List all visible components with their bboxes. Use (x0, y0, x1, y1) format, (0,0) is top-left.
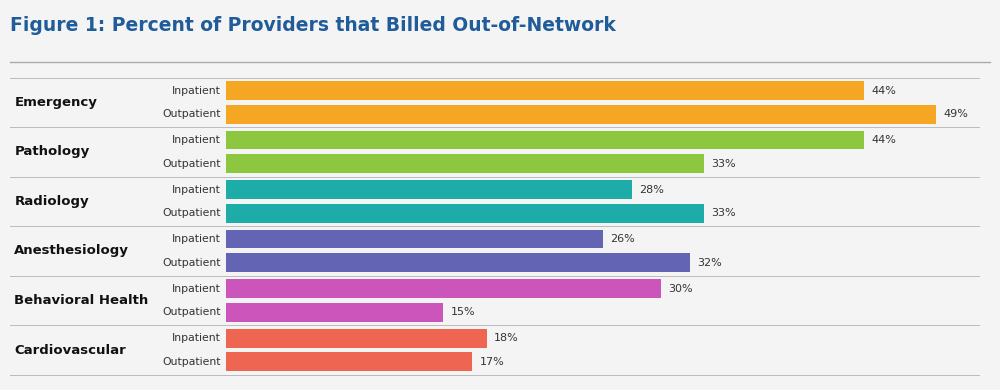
Text: Radiology: Radiology (14, 195, 89, 208)
Bar (226, 329, 487, 347)
Text: Pathology: Pathology (14, 145, 90, 158)
Text: 17%: 17% (479, 357, 504, 367)
Text: Figure 1: Percent of Providers that Billed Out-of-Network: Figure 1: Percent of Providers that Bill… (10, 16, 616, 35)
Text: 28%: 28% (639, 184, 664, 195)
Text: Cardiovascular: Cardiovascular (14, 344, 126, 356)
Text: Inpatient: Inpatient (172, 284, 221, 294)
Text: 33%: 33% (712, 159, 736, 169)
Text: 44%: 44% (871, 85, 896, 96)
Text: Behavioral Health: Behavioral Health (14, 294, 149, 307)
Bar (226, 204, 704, 223)
Text: 49%: 49% (944, 109, 969, 119)
Text: 44%: 44% (871, 135, 896, 145)
Text: Inpatient: Inpatient (172, 85, 221, 96)
Text: Emergency: Emergency (14, 96, 97, 109)
Text: Outpatient: Outpatient (163, 307, 221, 317)
Text: 18%: 18% (494, 333, 519, 343)
Bar (226, 81, 864, 100)
Text: Outpatient: Outpatient (163, 357, 221, 367)
Bar (226, 353, 472, 371)
Text: 26%: 26% (610, 234, 635, 244)
Text: Outpatient: Outpatient (163, 159, 221, 169)
Bar (226, 131, 864, 149)
Text: Inpatient: Inpatient (172, 135, 221, 145)
Bar (226, 303, 443, 322)
Bar (226, 230, 603, 248)
Text: Inpatient: Inpatient (172, 234, 221, 244)
Text: Outpatient: Outpatient (163, 258, 221, 268)
Bar (226, 254, 690, 272)
Text: Anesthesiology: Anesthesiology (14, 245, 129, 257)
Text: Outpatient: Outpatient (163, 109, 221, 119)
Text: 32%: 32% (697, 258, 722, 268)
Text: Inpatient: Inpatient (172, 333, 221, 343)
Bar (226, 154, 704, 173)
Text: 30%: 30% (668, 284, 693, 294)
Text: 15%: 15% (450, 307, 475, 317)
Bar (226, 105, 936, 124)
Text: Outpatient: Outpatient (163, 208, 221, 218)
Text: 33%: 33% (712, 208, 736, 218)
Bar (226, 180, 632, 199)
Bar (226, 279, 661, 298)
Text: Inpatient: Inpatient (172, 184, 221, 195)
